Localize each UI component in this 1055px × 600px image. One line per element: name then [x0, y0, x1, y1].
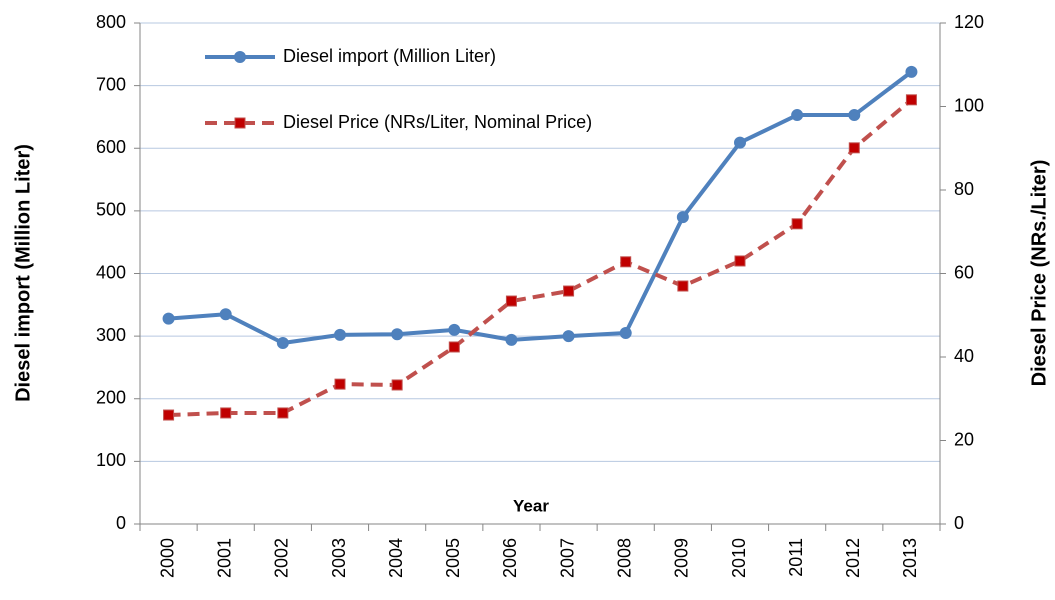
point [219, 308, 232, 321]
y2-tick-label: 40 [954, 346, 974, 366]
point [734, 255, 746, 267]
x-tick-label: 2007 [557, 538, 577, 578]
x-tick-label: 2003 [329, 538, 349, 578]
point [848, 109, 861, 122]
x-tick-label: 2009 [672, 538, 692, 578]
y-tick-label: 200 [96, 388, 126, 408]
point [334, 378, 346, 390]
y2-tick-label: 60 [954, 262, 974, 282]
series-line [168, 70, 913, 346]
point [734, 136, 746, 149]
x-tick-label: 2005 [443, 538, 463, 578]
point [905, 94, 917, 106]
y2-tick-label: 0 [954, 513, 964, 533]
point [620, 256, 632, 268]
legend-label: Diesel import (Million Liter) [283, 46, 496, 66]
point [220, 407, 232, 419]
point [234, 51, 246, 63]
y-tick-label: 500 [96, 200, 126, 220]
point [276, 337, 289, 350]
y2-tick-label: 120 [954, 12, 984, 32]
point [563, 285, 575, 297]
y-axis-label: Diesel import (Million Liter) [12, 144, 34, 402]
x-axis-label: Year [513, 496, 549, 515]
y2-tick-label: 20 [954, 429, 974, 449]
y2-axis-label: Diesel Price (NRs./Liter) [1028, 160, 1050, 387]
x-tick-label: 2011 [786, 538, 806, 577]
x-tick-label: 2012 [843, 538, 863, 578]
x-tick-label: 2006 [500, 538, 520, 578]
y2-tick-label: 80 [954, 179, 974, 199]
legend-label: Diesel Price (NRs/Liter, Nominal Price) [283, 112, 592, 132]
point [391, 379, 403, 391]
x-tick-label: 2010 [729, 538, 749, 578]
y-tick-label: 400 [96, 262, 126, 282]
point [277, 407, 289, 419]
x-tick-label: 2004 [386, 538, 406, 578]
point [334, 328, 346, 341]
x-tick-label: 2001 [214, 538, 234, 578]
point [905, 65, 918, 78]
y2-tick-label: 100 [954, 95, 984, 115]
point [676, 211, 689, 224]
x-tick-label: 2008 [614, 538, 634, 578]
point [448, 341, 460, 353]
point [562, 330, 575, 343]
series-line [168, 98, 913, 418]
point [677, 280, 689, 292]
point [619, 326, 632, 339]
point [791, 109, 804, 122]
y-tick-label: 0 [116, 513, 126, 533]
y-tick-label: 300 [96, 325, 126, 345]
point [162, 312, 175, 325]
x-tick-label: 2002 [272, 538, 292, 578]
point [505, 333, 518, 346]
point [448, 323, 461, 336]
point [791, 218, 803, 230]
point [505, 295, 517, 307]
y-tick-label: 100 [96, 450, 126, 470]
point [848, 142, 860, 154]
y-tick-label: 700 [96, 74, 126, 94]
point [163, 409, 175, 421]
x-tick-label: 2013 [900, 538, 920, 578]
y-tick-label: 600 [96, 137, 126, 157]
point [234, 117, 246, 129]
y-tick-label: 800 [96, 12, 126, 32]
x-tick-label: 2000 [157, 538, 177, 578]
point [391, 328, 404, 341]
